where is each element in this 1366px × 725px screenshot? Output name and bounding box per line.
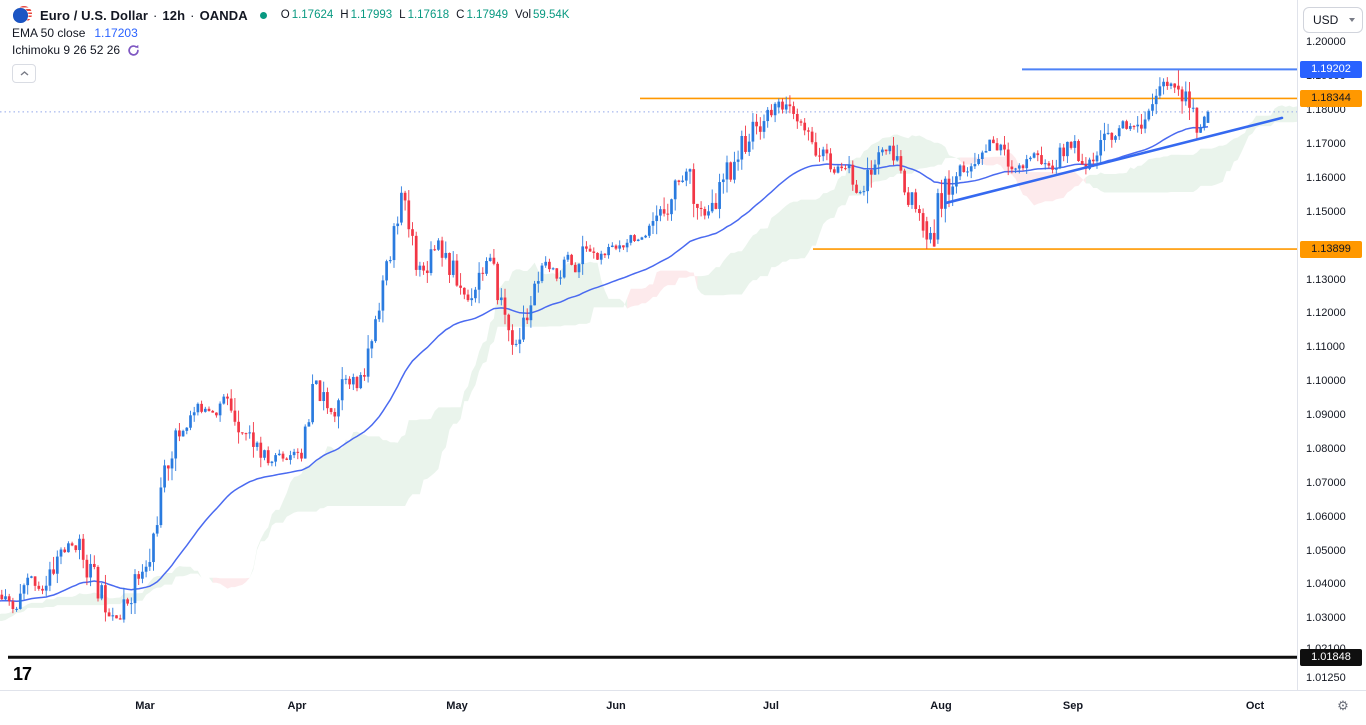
price-axis-badge-1.01848: 1.01848 (1300, 648, 1362, 666)
ema-50-line[interactable] (0, 125, 1209, 620)
month-tick-Jul: Jul (763, 700, 779, 712)
currency-dropdown[interactable]: USD (1303, 7, 1363, 33)
symbol-title[interactable]: Euro / U.S. Dollar (40, 7, 148, 23)
chart-legend: Euro / U.S. Dollar · 12h · OANDA O 1.176… (12, 6, 576, 83)
ascending-trendline[interactable] (944, 116, 1284, 205)
price-tick-label: 1.11000 (1306, 341, 1345, 354)
exchange-label[interactable]: OANDA (199, 7, 248, 23)
month-tick-Oct: Oct (1245, 700, 1265, 712)
price-axis-badge-1.19202: 1.19202 (1300, 60, 1362, 78)
eur-flag-icon (13, 8, 28, 23)
ichimoku-cloud (0, 105, 1297, 621)
price-tick-label: 1.01250 (1306, 671, 1346, 684)
ohlc-values: O 1.17624 H 1.17993 L 1.17618 C 1.17949 … (281, 9, 577, 21)
open-value: 1.17624 (291, 9, 334, 21)
separator-dot: · (190, 7, 195, 23)
ema-indicator-label[interactable]: EMA 50 close (12, 26, 86, 40)
volume-value: 59.54K (533, 9, 570, 21)
month-tick-Aug: Aug (930, 700, 952, 712)
price-tick-label: 1.15000 (1306, 205, 1346, 218)
price-tick-label: 1.18000 (1306, 104, 1346, 117)
chevron-down-icon (1349, 18, 1355, 22)
price-chart[interactable] (0, 0, 1297, 690)
price-tick-label: 1.12000 (1306, 307, 1346, 320)
low-value: 1.17618 (407, 9, 450, 21)
market-open-dot-icon (259, 11, 267, 19)
high-label: H (340, 9, 349, 21)
price-tick-label: 1.09000 (1306, 409, 1346, 421)
volume-label: Vol (515, 9, 532, 21)
month-tick-Jun: Jun (606, 700, 626, 712)
legend-collapse-button[interactable] (12, 64, 36, 83)
close-value: 1.17949 (466, 9, 509, 21)
price-tick-label: 1.05000 (1306, 544, 1346, 557)
close-label: C (456, 9, 465, 21)
price-tick-label: 1.08000 (1306, 442, 1346, 455)
symbol-legend-row[interactable]: Euro / U.S. Dollar · 12h · OANDA O 1.176… (12, 6, 576, 24)
price-tick-label: 1.06000 (1306, 510, 1346, 523)
price-axis-badge-1.13899: 1.13899 (1300, 240, 1362, 258)
tradingview-logo[interactable]: 17 (13, 664, 32, 684)
indicator-row-ichimoku[interactable]: Ichimoku 9 26 52 26 (12, 42, 576, 58)
price-tick-label: 1.17000 (1306, 138, 1346, 150)
ema-indicator-value: 1.17203 (94, 26, 138, 40)
open-label: O (280, 9, 290, 21)
month-tick-Mar: Mar (135, 700, 155, 712)
indicator-loading-icon (127, 44, 140, 57)
indicator-row-ema[interactable]: EMA 50 close 1.17203 (12, 25, 576, 41)
price-tick-label: 1.10000 (1306, 375, 1346, 388)
price-tick-label: 1.07000 (1306, 476, 1346, 489)
price-tick-label: 1.04000 (1306, 578, 1346, 591)
time-axis[interactable]: ⚙ Mar Apr May Jun Jul Aug Sep Oct (0, 690, 1366, 725)
axis-settings-gear-icon[interactable]: ⚙ (1337, 698, 1349, 713)
symbol-pair-icon (12, 6, 34, 24)
month-tick-May: May (446, 700, 468, 712)
price-tick-label: 1.20000 (1306, 36, 1346, 49)
ichimoku-indicator-label[interactable]: Ichimoku 9 26 52 26 (12, 43, 121, 57)
high-value: 1.17993 (350, 9, 393, 21)
separator-dot: · (152, 7, 158, 23)
month-tick-Apr: Apr (287, 700, 307, 712)
price-tick-label: 1.03000 (1306, 612, 1346, 625)
interval-label[interactable]: 12h (162, 7, 186, 23)
low-label: L (399, 9, 406, 21)
chevron-up-icon (20, 71, 28, 76)
price-tick-label: 1.16000 (1306, 171, 1346, 184)
horizontal-level-lines (8, 97, 1297, 659)
price-tick-label: 1.13000 (1306, 273, 1346, 286)
month-tick-Sep: Sep (1062, 700, 1084, 712)
candles (0, 69, 1210, 623)
currency-label: USD (1313, 13, 1339, 27)
price-axis-badge-1.18344: 1.18344 (1300, 90, 1362, 107)
price-axis[interactable]: USD 1.200001.190001.180001.170001.160001… (1297, 0, 1366, 690)
